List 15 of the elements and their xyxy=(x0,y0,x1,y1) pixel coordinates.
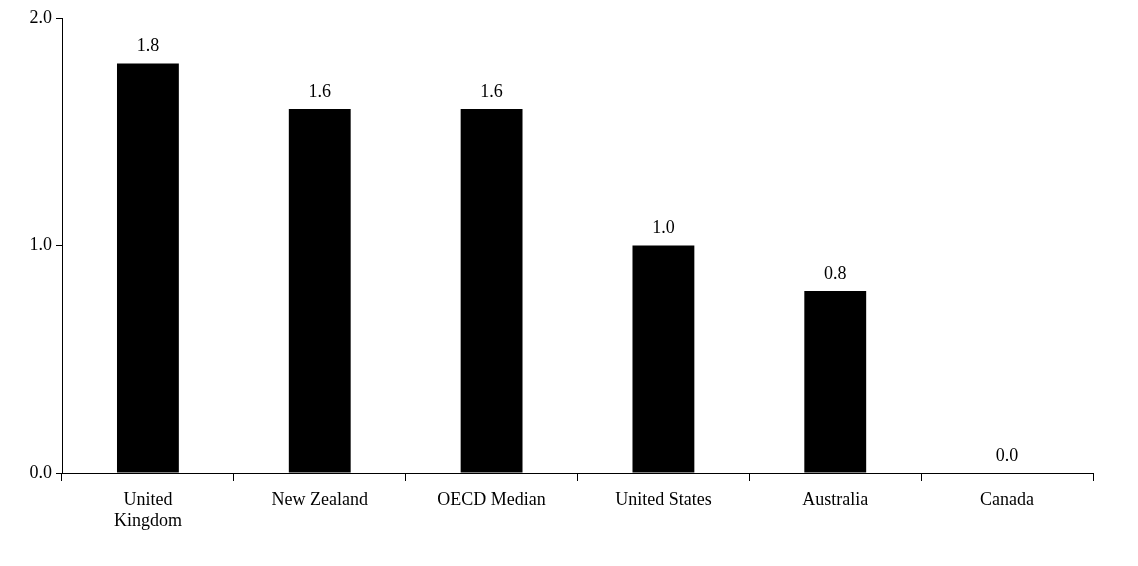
y-tick-label: 2.0 xyxy=(29,6,52,27)
x-tick-label: OECD Median xyxy=(437,488,546,509)
data-label: 0.0 xyxy=(995,444,1019,465)
data-label: 1.0 xyxy=(652,217,675,238)
x-tick-label: Canada xyxy=(980,488,1035,509)
x-tick-label: New Zealand xyxy=(271,488,368,509)
x-tick-label: United States xyxy=(615,488,712,509)
data-label: 0.8 xyxy=(824,262,847,283)
data-label: 1.6 xyxy=(480,80,503,101)
y-tick-label: 1.0 xyxy=(29,234,52,255)
x-tick-label: Australia xyxy=(802,488,869,509)
data-label: 1.6 xyxy=(308,80,331,101)
x-tick-label: United Kingdom xyxy=(113,488,182,531)
y-tick-label: 0.0 xyxy=(29,461,52,482)
data-label: 1.8 xyxy=(136,35,160,56)
